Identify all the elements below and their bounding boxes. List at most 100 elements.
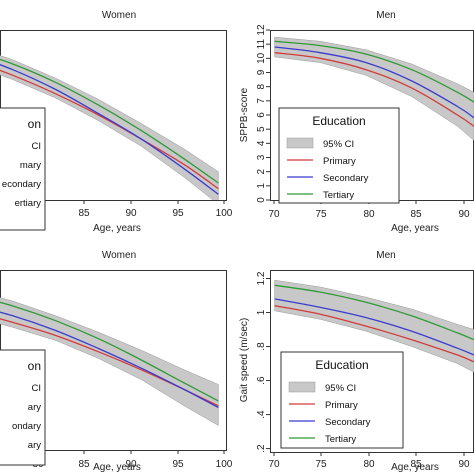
x-tick-label: 70 [268,459,280,470]
legend-title: on [28,359,41,373]
legend-title: on [28,117,41,131]
x-axis-label: Age, years [93,223,141,234]
series-line-secondary [274,46,474,119]
legend-entry: Primary [325,400,358,411]
x-tick-label: 85 [410,459,422,470]
y-axis-label: SPPB-score [239,87,250,142]
x-tick-label: 90 [125,208,137,219]
chart-panel-3: Women80859095100Age, yearsonCIaryondarya… [0,250,233,473]
chart-panel-1: Women80859095100Age, yearsonCImaryeconda… [0,10,233,234]
plot-area [274,36,474,141]
series-line-secondary [0,311,219,409]
x-tick-label: 90 [458,209,470,220]
legend-box [0,107,46,231]
x-tick-label: 80 [363,459,375,470]
x-tick-label: 95 [172,459,184,470]
legend-entry: Tertiary [325,434,356,445]
series-line-tertiary [0,301,219,402]
x-tick-label: 95 [172,208,184,219]
series-line-primary [274,52,474,127]
legend-title: Education [312,114,365,128]
panel-title: Men [376,250,395,261]
y-tick-label: 3 [256,154,267,160]
x-axis-label: Age, years [391,462,439,473]
panel-title: Women [102,10,136,21]
y-tick-label: 1 [256,309,267,315]
legend-entry: 95% CI [323,139,354,150]
legend-box [0,349,46,466]
legend-entry: CI [32,383,42,394]
legend-entry: CI [32,141,42,152]
legend-entry: Tertiary [323,190,354,201]
x-tick-label: 85 [78,208,90,219]
x-axis-label: Age, years [93,462,141,473]
y-tick-label: 9 [256,69,267,75]
series-line-primary [0,69,219,190]
ci-band [274,279,474,373]
y-tick-label: .2 [256,444,267,453]
y-tick-label: 1.2 [256,271,267,285]
series-line-tertiary [274,40,474,103]
x-tick-label: 90 [458,459,470,470]
y-tick-label: 4 [256,140,267,146]
x-tick-label: 80 [363,209,375,220]
y-tick-label: 6 [256,112,267,118]
x-tick-label: 85 [78,459,90,470]
x-axis-label: Age, years [391,223,439,234]
legend-key-ci [288,381,316,393]
legend: Education 95% CI Primary Secondary Tertiary [280,351,404,449]
plot-area [274,279,474,373]
series-line-tertiary [274,284,474,341]
legend-box [280,351,404,449]
x-tick-label: 100 [216,459,233,470]
x-tick-label: 100 [216,208,233,219]
series-line-secondary [274,298,474,356]
y-tick-label: 5 [256,126,267,132]
y-tick-label: 10 [256,52,267,64]
y-tick-label: 12 [256,24,267,36]
x-tick-label: 90 [125,459,137,470]
plot-area [0,55,219,200]
chart-panel-4: Men 70 75 80 85 90 Age, years .2 .4 .6 .8 1 1.2 Gait … [239,250,474,473]
y-tick-label: 0 [256,197,267,203]
y-tick-label: .8 [256,342,267,351]
ci-band [274,36,474,141]
legend-entry: ondary [12,421,41,432]
y-tick-label: 11 [256,39,267,50]
x-tick-label: 85 [410,209,422,220]
legend-box [278,107,400,204]
y-axis-label: Gait speed (m/sec) [239,318,250,402]
y-tick-label: 7 [256,98,267,104]
series-line-primary [274,305,474,363]
plot-area [0,297,219,426]
legend-entry: ertiary [15,198,42,209]
legend-title: Education [315,358,368,372]
y-tick-label: .4 [256,410,267,419]
series-line-tertiary [0,58,219,184]
legend-entry: ary [28,402,41,413]
y-tick-label: 1 [256,183,267,189]
legend-entry: ary [28,440,41,451]
legend-entry: mary [20,160,41,171]
legend-entry: econdary [2,179,41,190]
panel-title: Women [102,250,136,261]
legend-entry: Secondary [325,417,371,428]
ci-band [0,55,219,200]
legend-key-ci [286,137,314,149]
legend: on CI mary econdary ertiary [0,107,46,231]
legend-entry: Secondary [323,173,369,184]
y-tick-label: 2 [256,168,267,174]
x-tick-label: 75 [315,209,327,220]
legend: Education 95% CI Primary Secondary Tertiary [278,107,400,204]
y-tick-label: .6 [256,376,267,385]
legend-entry: 95% CI [325,383,356,394]
legend-entry: Primary [323,156,356,167]
legend: on CI ary ondary ary [0,349,46,466]
x-tick-label: 75 [315,459,327,470]
panel-title: Men [376,10,395,21]
series-line-secondary [0,64,219,195]
x-tick-label: 70 [268,209,280,220]
y-tick-label: 8 [256,83,267,89]
